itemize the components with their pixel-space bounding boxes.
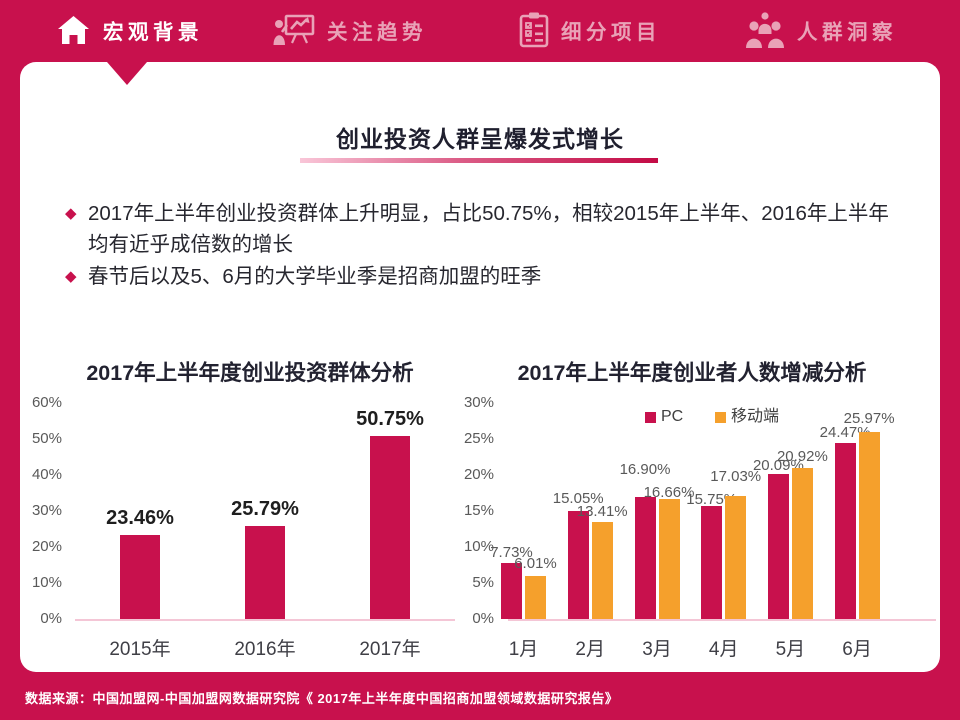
chart1-bar-2017年 <box>370 436 410 619</box>
chart1-bar-2015年 <box>120 534 160 619</box>
nav-tab-label: 关注趋势 <box>327 21 427 44</box>
nav-tab-label: 细分项目 <box>561 21 661 44</box>
chart2-x-label: 3月 <box>642 639 672 660</box>
trend-presentation-icon <box>272 12 316 48</box>
chart2-bar-PC-6月 <box>834 442 856 619</box>
chart1-y-tick: 0% <box>40 610 62 627</box>
content-card: 创业投资人群呈爆发式增长 ◆ 2017年上半年创业投资群体上升明显，占比50.7… <box>20 62 940 672</box>
chart2-bar-移动端-5月 <box>791 468 813 619</box>
chart2-value-label: 13.41% <box>576 503 628 521</box>
chart1-value-label: 23.46% <box>106 506 174 529</box>
people-group-icon <box>744 11 786 49</box>
nav-tab-label: 宏观背景 <box>103 21 203 44</box>
bullet-list: ◆ 2017年上半年创业投资群体上升明显，占比50.75%，相较2015年上半年… <box>65 198 910 292</box>
chart1-value-label: 50.75% <box>356 408 424 431</box>
chart2-bar-移动端-6月 <box>858 432 880 619</box>
legend-swatch-移动端 <box>715 412 726 423</box>
home-icon <box>55 14 92 47</box>
chart2-value-label: 16.66% <box>643 484 695 502</box>
chart2-bar-PC-5月 <box>767 474 789 619</box>
nav-tab-segment-projects[interactable]: 细分项目 <box>518 0 661 60</box>
chart2-bar-PC-2月 <box>567 510 589 619</box>
chart2-bar-移动端-2月 <box>591 522 613 619</box>
chart2-value-label: 15.05% <box>552 489 604 507</box>
checklist-clipboard-icon <box>518 11 550 49</box>
chart1-y-tick: 50% <box>31 430 62 447</box>
legend-label-移动端: 移动端 <box>731 408 780 425</box>
legend-label-PC: PC <box>661 408 684 425</box>
chart2-value-label: 6.01% <box>514 554 557 572</box>
bullet-text: 春节后以及5、6月的大学毕业季是招商加盟的旺季 <box>88 265 542 288</box>
nav-tab-trend-focus[interactable]: 关注趋势 <box>272 0 427 60</box>
bullet-item: ◆ 2017年上半年创业投资群体上升明显，占比50.75%，相较2015年上半年… <box>65 198 910 260</box>
title-underline <box>300 158 658 163</box>
data-source-note: 数据来源：中国加盟网-中国加盟网数据研究院《 2017年上半年度中国招商加盟领域… <box>25 691 619 706</box>
chart2-y-tick: 25% <box>463 430 494 447</box>
chart2-y-tick: 30% <box>463 394 494 411</box>
chart2-x-label: 2月 <box>575 639 605 660</box>
chart2-y-tick: 10% <box>463 538 494 555</box>
diamond-bullet-icon: ◆ <box>65 268 77 285</box>
chart1-x-label: 2015年 <box>109 639 171 660</box>
chart2-value-label: 20.92% <box>776 448 828 466</box>
chart1-y-tick: 20% <box>31 538 62 555</box>
chart2-y-tick: 20% <box>463 466 494 483</box>
nav-tab-label: 人群洞察 <box>797 21 897 44</box>
nav-tab-macro-background[interactable]: 宏观背景 <box>55 0 203 60</box>
chart1-x-axis <box>75 619 455 621</box>
chart2-y-tick: 0% <box>472 610 494 627</box>
chart2-x-label: 5月 <box>775 639 806 660</box>
diamond-bullet-icon: ◆ <box>65 205 77 222</box>
chart2-bar-移动端-3月 <box>658 499 680 619</box>
nav-tab-audience-insight[interactable]: 人群洞察 <box>744 0 897 60</box>
chart2-x-axis <box>508 619 936 621</box>
chart2-value-label: 20.09% <box>752 457 804 475</box>
chart2-value-label: 15.75% <box>686 490 738 508</box>
chart2-title: 2017年上半年度创业者人数增减分析 <box>517 361 867 385</box>
bullet-item: ◆ 春节后以及5、6月的大学毕业季是招商加盟的旺季 <box>65 261 910 292</box>
chart2-value-label: 17.03% <box>710 468 762 486</box>
chart2-x-label: 6月 <box>842 639 872 660</box>
chart2-bar-PC-4月 <box>701 505 723 619</box>
chart2-y-tick: 5% <box>472 574 494 591</box>
legend-swatch-PC <box>645 412 656 423</box>
chart1-x-label: 2016年 <box>234 639 296 660</box>
bullet-text: 2017年上半年创业投资群体上升明显，占比50.75%，相较2015年上半年、2… <box>88 202 889 256</box>
chart2-value-label: 7.73% <box>490 544 533 562</box>
chart1-bar-2016年 <box>245 526 285 619</box>
chart2-x-label: 4月 <box>708 639 739 660</box>
chart2-bar-移动端-4月 <box>725 496 747 619</box>
chart2-bar-PC-1月 <box>501 563 522 619</box>
chart2-bar-移动端-1月 <box>525 575 546 619</box>
chart2-value-label: 16.90% <box>619 461 671 479</box>
chart1-title: 2017年上半年度创业投资群体分析 <box>86 361 414 385</box>
chart1-value-label: 25.79% <box>231 498 299 521</box>
active-tab-pointer <box>107 62 147 85</box>
chart1-y-tick: 40% <box>31 466 62 483</box>
chart2-x-label: 1月 <box>508 639 539 660</box>
slide-title: 创业投资人群呈爆发式增长 <box>336 126 624 152</box>
chart1-y-tick: 30% <box>31 502 62 519</box>
chart2-value-label: 25.97% <box>843 410 895 428</box>
chart1-y-tick: 60% <box>31 394 62 411</box>
chart1-x-label: 2017年 <box>359 639 421 660</box>
chart1-y-tick: 10% <box>31 574 62 591</box>
chart2-bar-PC-3月 <box>634 497 656 619</box>
chart2-y-tick: 15% <box>463 502 494 519</box>
chart2-value-label: 24.47% <box>819 423 871 441</box>
